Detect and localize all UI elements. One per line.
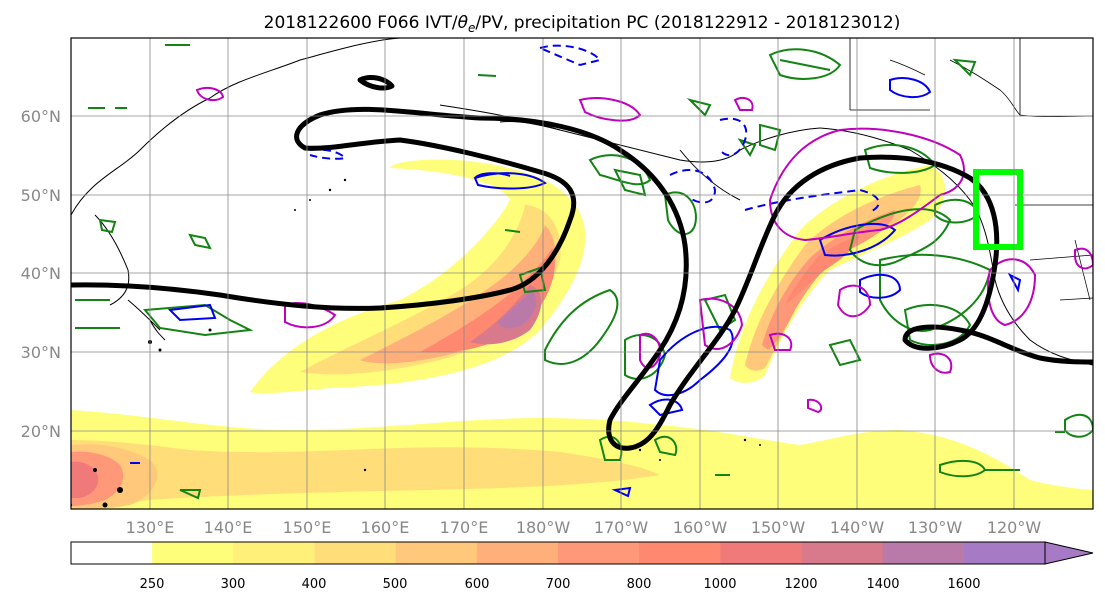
colorbar-segment (639, 542, 721, 564)
lat-label: 60°N (21, 107, 61, 126)
ivt-band-south (71, 410, 1093, 509)
colorbar-tick-label: 250 (140, 577, 165, 592)
lon-label: 160°W (673, 518, 728, 537)
colorbar-segment (233, 542, 315, 564)
lon-label: 150°E (283, 518, 332, 537)
lon-label: 170°W (594, 518, 649, 537)
lon-label: 170°E (440, 518, 489, 537)
colorbar-tick-label: 1200 (784, 577, 817, 592)
lat-label: 50°N (21, 186, 61, 205)
map-frame (70, 37, 1094, 510)
title-sub: e (468, 21, 475, 35)
lon-label: 130°W (908, 518, 963, 537)
colorbar-tick-label: 600 (465, 577, 490, 592)
colorbar-tick-label: 1400 (866, 577, 899, 592)
target-box (973, 169, 1023, 250)
colorbar: 250 300 400 500 600 700 800 1000 1200 14… (70, 541, 1094, 592)
colorbar-tick-label: 400 (302, 577, 327, 592)
colorbar-tick-label: 700 (546, 577, 571, 592)
colorbar-segment (801, 542, 884, 564)
lon-label: 160°E (361, 518, 410, 537)
lat-label: 40°N (21, 264, 61, 283)
colorbar-segment (476, 542, 559, 564)
ivt-plume-north (250, 159, 586, 394)
colorbar-frame (70, 541, 1046, 565)
lon-label: 180°W (516, 518, 571, 537)
lon-label: 120°W (987, 518, 1042, 537)
colorbar-tick-label: 500 (383, 577, 408, 592)
colorbar-segment (71, 542, 153, 564)
title-suffix: /PV, precipitation PC (2018122912 - 2018… (475, 13, 900, 33)
colorbar-tick-label: 800 (627, 577, 652, 592)
lon-label: 150°W (751, 518, 806, 537)
colorbar-segment (720, 542, 802, 564)
lon-labels: 130°E 140°E 150°E 160°E 170°E 180°W 170°… (126, 518, 1042, 537)
islands (71, 178, 761, 508)
colorbar-segment (395, 542, 478, 564)
lon-label: 130°E (126, 518, 175, 537)
lat-label: 20°N (21, 422, 61, 441)
colorbar-tick-label: 1000 (703, 577, 736, 592)
colorbar-segment (963, 542, 1046, 564)
lat-labels: 60°N 50°N 40°N 30°N 20°N (21, 107, 61, 441)
map-panel (71, 38, 1093, 509)
colorbar-extend-arrow (1044, 541, 1094, 565)
lon-label: 140°W (830, 518, 885, 537)
colorbar-segment (152, 542, 234, 564)
colorbar-segment (314, 542, 397, 564)
title-theta: θ (458, 13, 469, 33)
lon-label: 140°E (204, 518, 253, 537)
title-prefix: 2018122600 F066 IVT/ (264, 13, 458, 33)
colorbar-tick-label: 300 (221, 577, 246, 592)
colorbar-tick-labels: 250 300 400 500 600 700 800 1000 1200 14… (140, 577, 981, 592)
colorbar-segments (71, 542, 1046, 564)
lat-label: 30°N (21, 343, 61, 362)
colorbar-tick-label: 1600 (947, 577, 980, 592)
colorbar-segment (882, 542, 965, 564)
ivt-contour (71, 75, 1093, 451)
gridlines (71, 38, 1093, 509)
colorbar-segment (558, 542, 640, 564)
figure-title: 2018122600 F066 IVT/θe/PV, precipitation… (264, 13, 901, 35)
theta-e-contours (195, 87, 1093, 414)
